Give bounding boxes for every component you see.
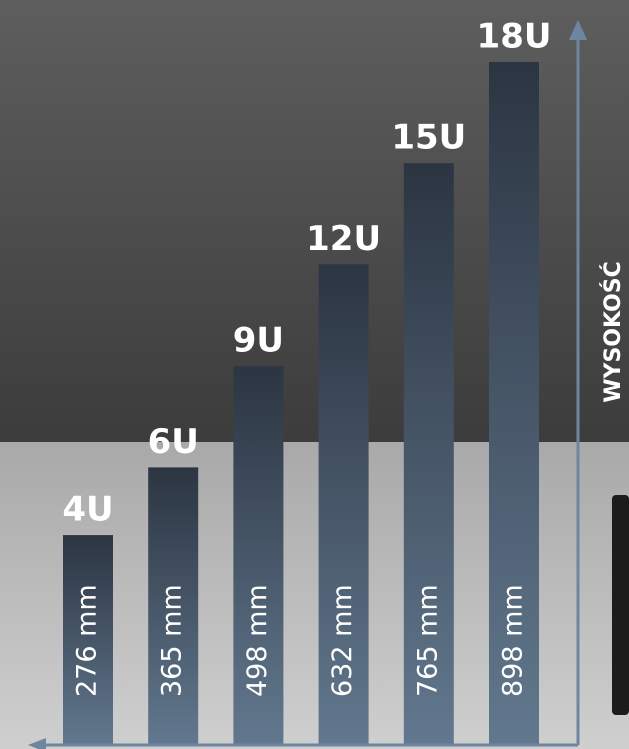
axis-label: WYSOKOŚĆ bbox=[600, 261, 626, 403]
category-label: 9U bbox=[233, 321, 284, 361]
category-label: 12U bbox=[306, 219, 381, 259]
bar bbox=[233, 366, 284, 745]
value-label: 276 mm bbox=[72, 584, 103, 697]
value-label: 632 mm bbox=[327, 584, 358, 697]
category-label: 18U bbox=[477, 17, 552, 57]
category-label: 4U bbox=[62, 490, 113, 530]
value-label: 498 mm bbox=[242, 584, 273, 697]
rack-edge bbox=[612, 495, 629, 715]
bars: 4U 276 mm 6U 365 mm 9U 498 mm 12U 632 mm 15U 765 … bbox=[62, 17, 551, 746]
bar bbox=[148, 467, 199, 745]
bar bbox=[403, 163, 454, 746]
value-label: 765 mm bbox=[412, 584, 443, 697]
bar bbox=[489, 62, 539, 745]
value-label: 898 mm bbox=[498, 584, 529, 697]
category-label: 6U bbox=[148, 422, 199, 462]
arrow-head bbox=[28, 738, 46, 749]
category-label: 15U bbox=[391, 118, 466, 158]
arrow-head bbox=[569, 20, 587, 40]
bar bbox=[63, 535, 113, 745]
value-label: 365 mm bbox=[157, 584, 188, 697]
bar bbox=[318, 264, 369, 745]
